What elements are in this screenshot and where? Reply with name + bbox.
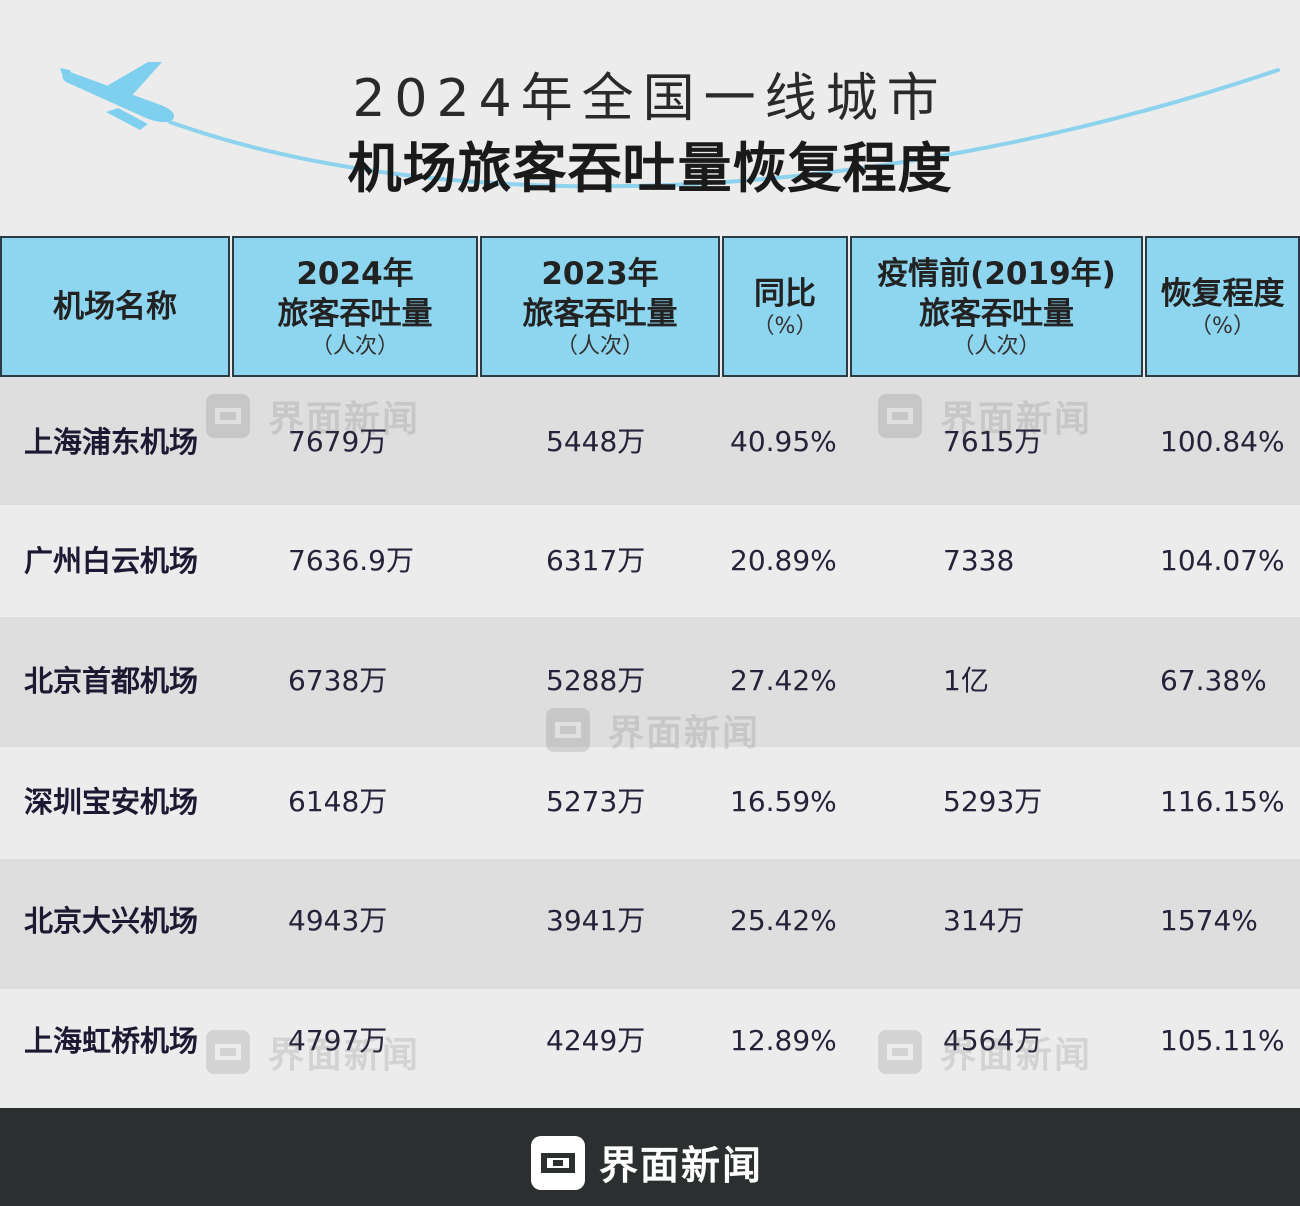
yoy-percent: 16.59% — [730, 785, 837, 818]
header-yoy-main: 同比 — [754, 275, 816, 312]
header-yoy: 同比 （%） — [722, 236, 848, 377]
footer-brand-text: 界面新闻 — [599, 1144, 764, 1189]
throughput-2023: 6317万 — [546, 544, 646, 577]
header-airport-name-label: 机场名称 — [53, 288, 177, 325]
footer: 界面新闻 — [0, 1108, 1300, 1206]
jiemian-logo-icon — [531, 1136, 585, 1190]
recovery-percent: 67.38% — [1160, 664, 1267, 697]
table-row: 广州白云机场 7636.9万 6317万 20.89% 7338 104.07% — [0, 505, 1300, 617]
recovery-percent: 116.15% — [1160, 785, 1285, 818]
throughput-2023: 5448万 — [546, 425, 646, 458]
airport-name: 北京首都机场 — [24, 664, 199, 698]
header-airport-name: 机场名称 — [0, 236, 230, 377]
footer-brand: 界面新闻 — [531, 1135, 763, 1191]
table-header: 机场名称 2024年 旅客吞吐量 （人次） 2023年 旅客吞吐量 （人次） 同… — [0, 236, 1300, 377]
title-decoration — [60, 62, 1280, 189]
throughput-2023: 5273万 — [546, 785, 646, 818]
throughput-2019: 5293万 — [943, 785, 1043, 818]
header-2019-throughput: 疫情前(2019年) 旅客吞吐量 （人次） — [850, 236, 1143, 377]
throughput-2024: 7636.9万 — [288, 544, 414, 577]
airport-name: 广州白云机场 — [24, 544, 199, 578]
header-2024-throughput: 2024年 旅客吞吐量 （人次） — [232, 236, 478, 377]
title-line1: 2024年全国一线城市 — [352, 69, 948, 129]
throughput-2024: 6738万 — [288, 664, 388, 697]
airport-name: 上海浦东机场 — [24, 425, 199, 459]
header-2024-unit: （人次） — [310, 333, 399, 359]
title-line2: 机场旅客吞吐量恢复程度 — [347, 137, 953, 200]
header-recovery-main: 恢复程度 — [1160, 275, 1285, 312]
yoy-percent: 25.42% — [730, 904, 837, 937]
table-row: 上海浦东机场 7679万 5448万 40.95% 7615万 100.84% — [0, 377, 1300, 505]
recovery-percent: 100.84% — [1160, 425, 1285, 458]
header-yoy-unit: （%） — [752, 313, 818, 339]
header-2019-main: 旅客吞吐量 — [919, 295, 1074, 332]
throughput-2023: 3941万 — [546, 904, 646, 937]
throughput-2019: 4564万 — [943, 1024, 1043, 1057]
yoy-percent: 20.89% — [730, 544, 837, 577]
throughput-2019: 7615万 — [943, 425, 1043, 458]
throughput-2019: 1亿 — [943, 664, 989, 697]
recovery-percent: 104.07% — [1160, 544, 1285, 577]
recovery-percent: 1574% — [1160, 904, 1258, 937]
header-2023-year: 2023年 — [541, 255, 659, 292]
table-row: 北京首都机场 6738万 5288万 27.42% 1亿 67.38% — [0, 617, 1300, 747]
yoy-percent: 12.89% — [730, 1024, 837, 1057]
table-row: 北京大兴机场 4943万 3941万 25.42% 314万 1574% — [0, 859, 1300, 989]
title-area: 2024年全国一线城市 机场旅客吞吐量恢复程度 — [0, 0, 1300, 236]
header-2023-throughput: 2023年 旅客吞吐量 （人次） — [480, 236, 720, 377]
table-row: 深圳宝安机场 6148万 5273万 16.59% 5293万 116.15% — [0, 747, 1300, 859]
airport-name: 北京大兴机场 — [24, 904, 199, 938]
airport-name: 上海虹桥机场 — [24, 1024, 199, 1058]
header-2019-unit: （人次） — [952, 333, 1041, 359]
recovery-percent: 105.11% — [1160, 1024, 1285, 1057]
yoy-percent: 40.95% — [730, 425, 837, 458]
header-2019-year: 疫情前(2019年) — [877, 255, 1116, 292]
airport-name: 深圳宝安机场 — [24, 785, 199, 819]
header-recovery-unit: （%） — [1190, 313, 1255, 339]
throughput-2024: 7679万 — [288, 425, 388, 458]
flight-path-curve — [168, 68, 1280, 189]
throughput-2019: 7338 — [943, 544, 1015, 577]
header-2024-year: 2024年 — [296, 255, 414, 292]
throughput-2023: 4249万 — [546, 1024, 646, 1057]
header-recovery: 恢复程度 （%） — [1145, 236, 1300, 377]
yoy-percent: 27.42% — [730, 664, 837, 697]
header-2024-main: 旅客吞吐量 — [277, 295, 433, 332]
throughput-2019: 314万 — [943, 904, 1025, 937]
throughput-2024: 4797万 — [288, 1024, 388, 1057]
airplane-icon — [60, 62, 175, 130]
table-row: 上海虹桥机场 4797万 4249万 12.89% 4564万 105.11% — [0, 989, 1300, 1108]
throughput-2024: 6148万 — [288, 785, 388, 818]
throughput-2023: 5288万 — [546, 664, 646, 697]
header-2023-main: 旅客吞吐量 — [522, 295, 678, 332]
header-2023-unit: （人次） — [555, 333, 644, 359]
throughput-2024: 4943万 — [288, 904, 388, 937]
